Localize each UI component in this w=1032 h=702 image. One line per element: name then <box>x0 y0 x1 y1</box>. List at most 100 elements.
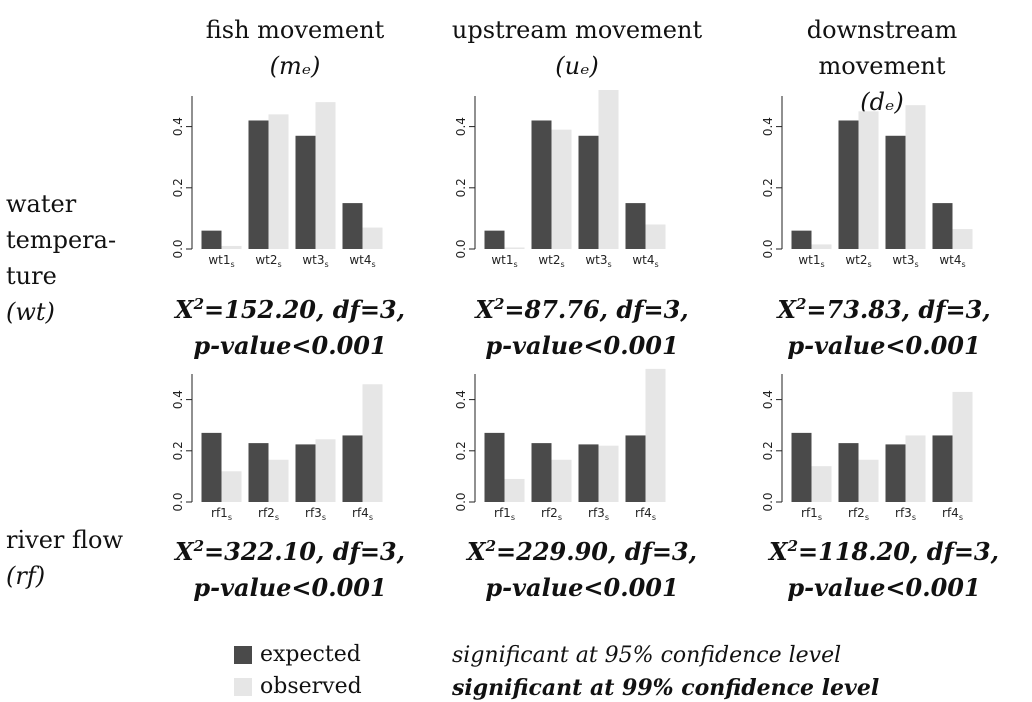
bar-expected-wt1 <box>201 230 222 249</box>
bar-expected-wt3 <box>885 135 906 249</box>
row-label-line: river flow <box>6 526 124 554</box>
bar-expected-wt2 <box>531 120 552 249</box>
stat-pvalue: p-value<0.001 <box>193 331 387 360</box>
legend-label: expected <box>260 642 361 667</box>
stat-rf-downstream: X2=118.20, df=3, p-value<0.001 <box>734 534 1032 606</box>
stat-rf-fish: X2=322.10, df=3, p-value<0.001 <box>140 534 440 606</box>
x-tick-label: wt4s <box>349 253 375 269</box>
x-tick-label: rf3s <box>305 506 326 522</box>
x-tick-label: rf4s <box>635 506 656 522</box>
y-tick-label: 0.2 <box>761 178 775 197</box>
stat-wt-upstream: X2=87.76, df=3, p-value<0.001 <box>432 292 732 364</box>
bar-observed-wt2 <box>858 111 879 249</box>
x-tick-label: wt1s <box>208 253 234 269</box>
row-label-line: tempera- <box>6 226 117 254</box>
row-label-line: ture <box>6 262 57 290</box>
stat-value: =229.90, df=3, <box>496 537 697 566</box>
bar-expected-rf2 <box>248 443 269 502</box>
bar-observed-wt3 <box>315 102 336 250</box>
bar-expected-wt2 <box>838 120 859 249</box>
x-tick-label: rf1s <box>801 506 822 522</box>
y-tick-label: 0.2 <box>761 441 775 460</box>
x-tick-label: rf2s <box>258 506 279 522</box>
bar-observed-wt2 <box>551 129 572 249</box>
stat-pvalue: p-value<0.001 <box>787 331 981 360</box>
bar-expected-wt1 <box>484 230 505 249</box>
row-label-line: (rf) <box>6 562 46 590</box>
x-tick-label: wt3s <box>892 253 918 269</box>
legend-observed: observed <box>234 674 362 699</box>
bar-observed-wt1 <box>811 244 832 249</box>
bar-expected-rf4 <box>342 435 363 502</box>
stat-pvalue: p-value<0.001 <box>485 573 679 602</box>
bar-expected-wt4 <box>932 203 953 249</box>
stat-pvalue: p-value<0.001 <box>485 331 679 360</box>
legend-expected: expected <box>234 642 361 667</box>
bar-expected-wt3 <box>578 135 599 249</box>
x-tick-label: wt4s <box>939 253 965 269</box>
bar-expected-rf1 <box>484 432 505 502</box>
y-tick-label: 0.0 <box>171 492 185 511</box>
bar-observed-wt3 <box>905 105 926 250</box>
y-tick-label: 0.4 <box>171 390 185 409</box>
y-tick-label: 0.0 <box>761 492 775 511</box>
bar-expected-rf2 <box>531 443 552 502</box>
bar-observed-rf1 <box>811 466 832 502</box>
x-tick-label: rf1s <box>494 506 515 522</box>
stat-value: =87.76, df=3, <box>504 295 689 324</box>
x-tick-label: rf2s <box>541 506 562 522</box>
stat-exponent: 2 <box>193 537 205 555</box>
chart-wt-downstream: 0.0 0.2 0.4 wt1s wt2s wt3s wt4s <box>761 96 973 269</box>
bar-observed-rf4 <box>362 384 383 502</box>
x-tick-label: rf4s <box>352 506 373 522</box>
row-label-river-flow: river flow (rf) <box>6 522 123 594</box>
bar-expected-rf3 <box>885 444 906 502</box>
bar-expected-wt4 <box>625 203 646 249</box>
bar-observed-rf4 <box>645 368 666 502</box>
y-tick-label: 0.0 <box>454 492 468 511</box>
bar-expected-rf3 <box>578 444 599 502</box>
x-tick-label: rf4s <box>942 506 963 522</box>
note-99: significant at 99% confidence level <box>452 675 880 701</box>
row-label-line: water <box>6 190 77 218</box>
column-title: upstream movement <box>451 16 703 44</box>
stat-value: =73.83, df=3, <box>806 295 991 324</box>
y-tick-label: 0.2 <box>454 441 468 460</box>
bar-expected-wt3 <box>295 135 316 249</box>
bar-expected-wt4 <box>342 203 363 249</box>
bar-observed-rf1 <box>221 471 242 502</box>
bar-observed-rf3 <box>905 435 926 502</box>
x-tick-label: wt4s <box>632 253 658 269</box>
legend-swatch-observed <box>234 677 252 696</box>
bar-observed-wt4 <box>952 229 973 249</box>
stat-symbol: X <box>768 537 788 566</box>
bar-observed-wt1 <box>221 245 242 249</box>
bar-expected-rf4 <box>932 435 953 502</box>
bar-observed-rf2 <box>551 459 572 502</box>
chart-rf-upstream: 0.0 0.2 0.4 rf1s rf2s rf3s rf4s <box>454 368 666 522</box>
chart-rf-fish: 0.0 0.2 0.4 rf1s rf2s rf3s rf4s <box>171 374 383 522</box>
y-tick-label: 0.0 <box>761 239 775 258</box>
stat-symbol: X <box>466 537 486 566</box>
row-label-water-temperature: water tempera- ture (wt) <box>6 186 116 330</box>
stat-wt-downstream: X2=73.83, df=3, p-value<0.001 <box>734 292 1032 364</box>
stat-value: =118.20, df=3, <box>798 537 999 566</box>
x-tick-label: wt1s <box>491 253 517 269</box>
x-tick-label: rf3s <box>588 506 609 522</box>
bar-observed-rf3 <box>315 439 336 502</box>
bar-expected-wt1 <box>791 230 812 249</box>
column-symbol: (mₑ) <box>269 52 321 80</box>
note-95: significant at 95% confidence level <box>452 643 842 668</box>
bar-observed-wt3 <box>598 90 619 249</box>
y-tick-label: 0.4 <box>454 390 468 409</box>
bar-observed-rf2 <box>268 459 289 502</box>
stat-exponent: 2 <box>193 295 205 313</box>
bar-expected-rf1 <box>201 432 222 502</box>
x-tick-label: wt2s <box>255 253 281 269</box>
y-tick-label: 0.0 <box>171 239 185 258</box>
bar-observed-rf3 <box>598 445 619 502</box>
x-tick-label: rf2s <box>848 506 869 522</box>
x-tick-label: wt2s <box>538 253 564 269</box>
bar-observed-wt4 <box>645 224 666 249</box>
column-header-fish: fish movement (mₑ) <box>155 12 435 84</box>
